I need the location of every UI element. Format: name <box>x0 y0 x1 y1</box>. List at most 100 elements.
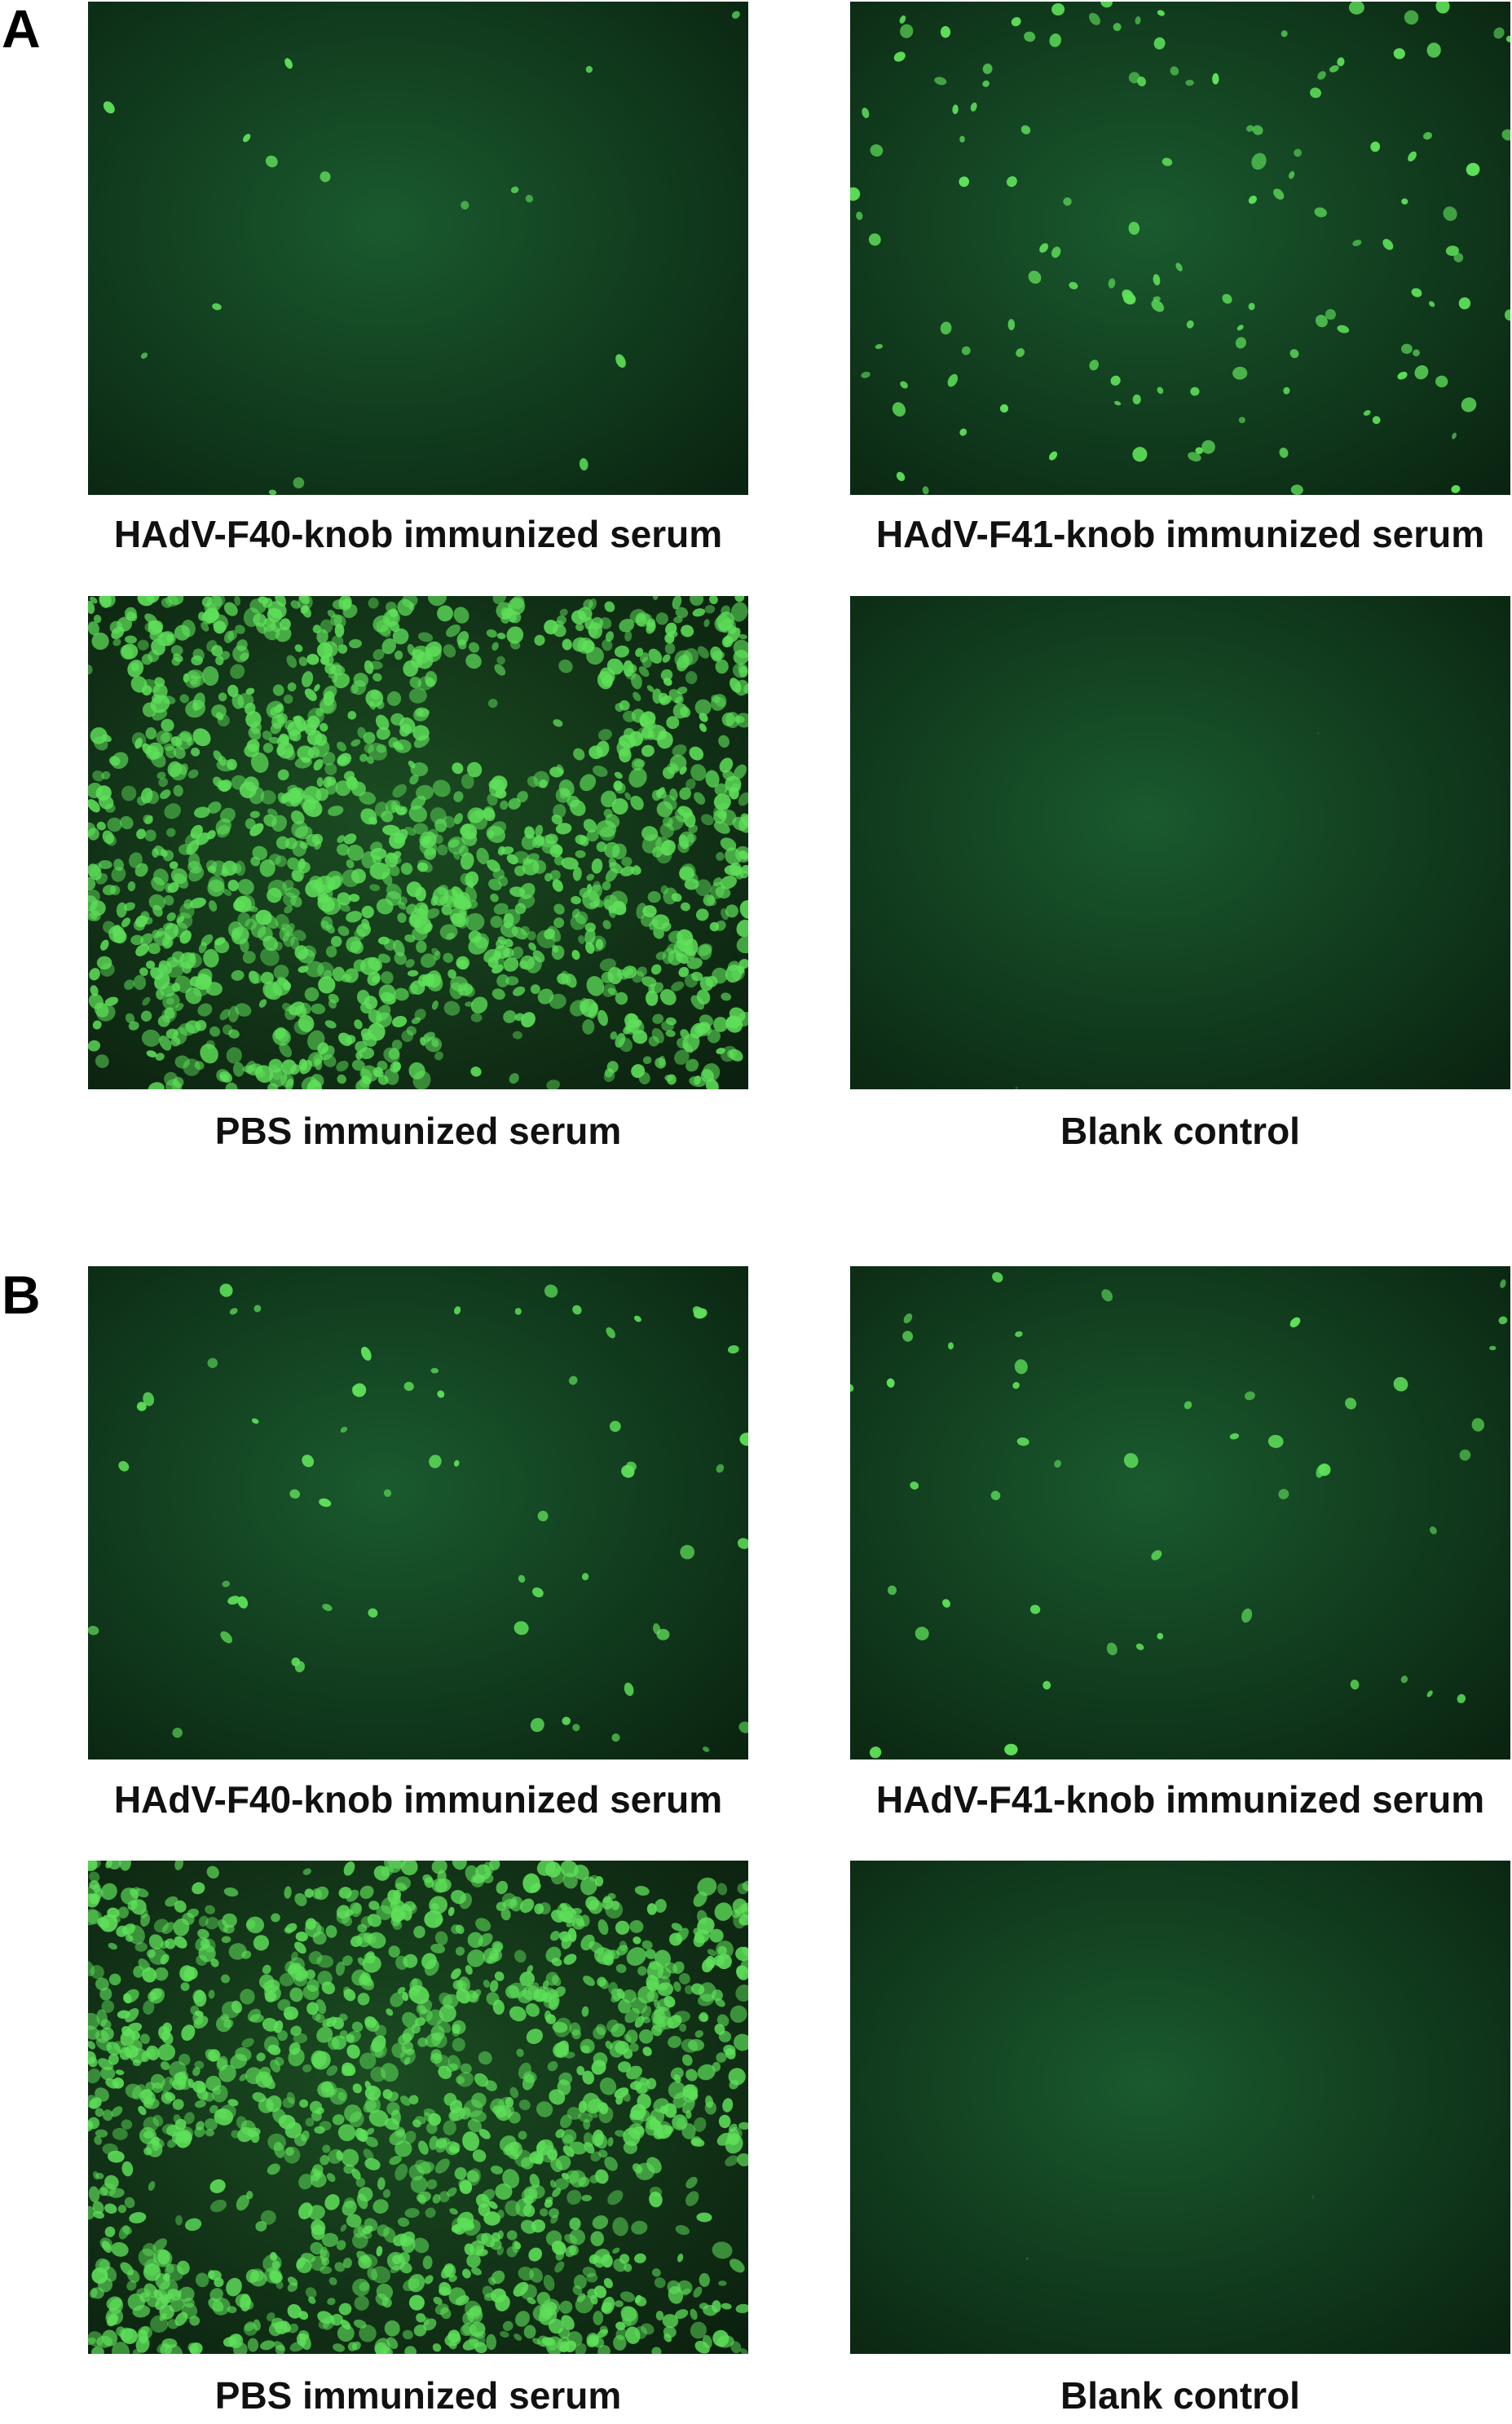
cell <box>536 929 556 948</box>
cell <box>511 2240 520 2254</box>
cell <box>112 638 121 647</box>
cell <box>564 2051 575 2059</box>
cell <box>174 1900 187 1913</box>
cell <box>244 744 260 757</box>
cell <box>447 969 456 979</box>
cell <box>88 2012 100 2030</box>
cell <box>532 1587 544 1598</box>
cell <box>421 974 435 987</box>
cell <box>534 634 545 646</box>
cell <box>152 683 168 700</box>
cell <box>559 2300 573 2314</box>
cell <box>409 775 419 785</box>
cell <box>88 1893 99 1908</box>
cell <box>298 858 306 870</box>
cell <box>597 728 612 741</box>
cell <box>712 967 728 984</box>
cell <box>673 1981 681 1992</box>
fluorescent-cells <box>850 1272 1508 1759</box>
caption-a-f41: HAdV-F41-knob immunized serum <box>875 513 1485 555</box>
cell <box>416 1998 433 2015</box>
cell <box>460 873 474 886</box>
cell <box>316 629 328 644</box>
cell <box>277 2030 289 2042</box>
cell <box>655 951 667 960</box>
cell <box>718 2114 731 2129</box>
cell <box>160 789 171 800</box>
cell <box>216 2055 228 2072</box>
cell <box>1020 125 1031 135</box>
cell <box>376 899 394 915</box>
cell <box>597 1009 608 1027</box>
cell <box>730 678 742 693</box>
cell <box>430 2024 445 2042</box>
cell <box>566 2189 582 2205</box>
cell <box>284 887 300 899</box>
cell <box>132 2349 141 2354</box>
cell <box>1429 1526 1437 1534</box>
cell <box>685 2069 698 2082</box>
cell <box>736 1965 748 1980</box>
cell <box>231 926 249 945</box>
cell <box>613 2258 627 2272</box>
cell <box>386 2008 394 2016</box>
cell <box>691 971 703 982</box>
cell <box>294 825 313 840</box>
cell <box>869 1746 882 1759</box>
cell <box>270 2059 281 2073</box>
cell <box>417 2037 428 2047</box>
micrograph-background <box>850 596 1510 1089</box>
cell <box>125 1013 135 1024</box>
cell <box>88 890 100 903</box>
cell <box>607 987 618 996</box>
cell <box>384 1861 402 1873</box>
cell <box>363 2100 377 2113</box>
cell <box>487 2201 498 2210</box>
cell <box>394 987 409 1001</box>
cell <box>279 733 289 744</box>
cell <box>618 1998 632 2014</box>
cell <box>316 1954 334 1968</box>
cell <box>552 624 566 638</box>
cell <box>289 788 304 801</box>
micrograph-b-pbs <box>88 1861 748 2354</box>
cell <box>532 2338 541 2345</box>
cell <box>297 745 315 762</box>
cell <box>202 2091 214 2102</box>
cell <box>569 2141 587 2155</box>
cell <box>414 2017 425 2026</box>
cell <box>181 620 196 638</box>
cell <box>694 2340 710 2354</box>
cell <box>447 1906 455 1917</box>
cell <box>561 2129 577 2144</box>
cell <box>312 1931 327 1945</box>
cell <box>526 853 540 863</box>
cell <box>275 2344 285 2354</box>
cell <box>246 1916 265 1934</box>
cell <box>1051 2 1065 16</box>
cell <box>686 957 703 969</box>
cell <box>374 1069 384 1078</box>
cell <box>535 824 544 837</box>
cell <box>394 650 403 660</box>
cell <box>1401 198 1408 205</box>
cell <box>271 1913 280 1923</box>
cell <box>102 885 117 896</box>
cell <box>527 930 536 941</box>
cell <box>370 2066 386 2082</box>
cell <box>286 2091 296 2104</box>
cell <box>242 951 256 964</box>
cell <box>157 2043 176 2061</box>
cell <box>121 917 131 928</box>
cell <box>940 321 952 335</box>
cell <box>992 1272 1003 1283</box>
cell <box>375 714 390 731</box>
cell <box>243 2322 258 2336</box>
cell <box>462 2131 480 2152</box>
cell <box>156 632 174 647</box>
cell <box>549 766 563 778</box>
cell <box>674 696 682 704</box>
cell <box>124 1989 139 2003</box>
cell <box>456 956 469 970</box>
cell <box>551 1958 562 1967</box>
